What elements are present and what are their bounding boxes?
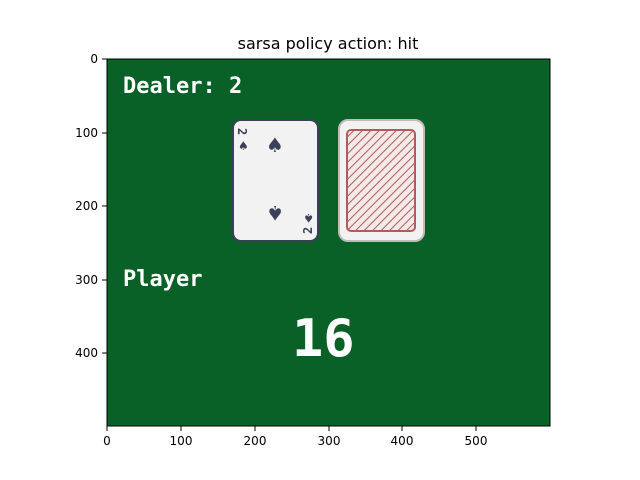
y-axis: 0 100 200 300 400 [75,52,107,360]
y-tick-label: 200 [75,199,98,213]
x-tick-label: 200 [244,434,267,448]
player-label: Player [123,267,202,292]
y-tick-label: 400 [75,346,98,360]
x-tick-label: 400 [391,434,414,448]
card-rank-bottom: 2 [301,227,315,234]
figure-title: sarsa policy action: hit [237,34,419,53]
spade-icon: ♠ [238,139,249,153]
card-rank-top: 2 [235,128,249,135]
x-axis: 0 100 200 300 400 500 [103,426,487,448]
dealer-card-face-down [338,119,425,242]
x-tick-label: 0 [103,434,111,448]
x-tick-label: 500 [465,434,488,448]
spade-icon: ♠ [303,211,314,225]
dealer-card-face-up: 2 ♠ ♠ ♠ ♠ 2 [232,119,319,242]
dealer-label: Dealer: 2 [123,74,242,99]
x-tick-label: 100 [170,434,193,448]
x-tick-label: 300 [318,434,341,448]
spade-icon: ♠ [266,201,284,225]
table-felt [107,59,550,426]
y-tick-label: 100 [75,126,98,140]
spade-icon: ♠ [266,133,284,157]
y-tick-label: 0 [90,52,98,66]
y-tick-label: 300 [75,273,98,287]
player-sum: 16 [292,309,355,369]
